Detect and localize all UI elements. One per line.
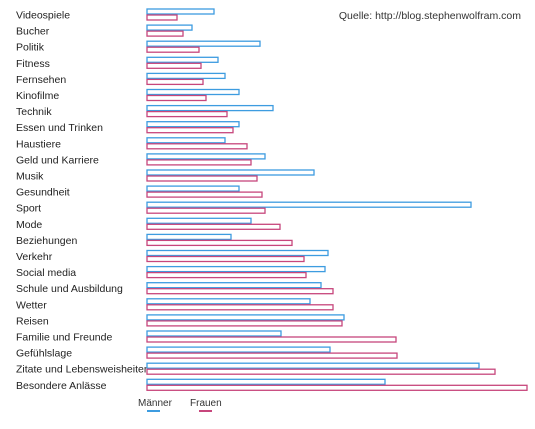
bar-maenner-besondere-anlaesse (146, 378, 386, 385)
bar-maenner-politik (146, 40, 261, 47)
category-label-gefuehlslage: Gefühlslage (16, 348, 72, 360)
category-label-familie-und-freunde: Familie und Freunde (16, 332, 112, 344)
bar-frauen-kinofilme (146, 94, 207, 102)
category-label-fernsehen: Fernsehen (16, 74, 66, 86)
bar-frauen-musik (146, 175, 258, 182)
bar-frauen-gefuehlslage (146, 352, 398, 359)
bar-maenner-schule-und-ausbildung (146, 282, 322, 289)
bar-maenner-videospiele (146, 8, 215, 15)
bar-maenner-reisen (146, 314, 345, 321)
bar-frauen-geld-und-karriere (146, 159, 252, 166)
category-label-beziehungen: Beziehungen (16, 235, 77, 247)
category-label-mode: Mode (16, 219, 42, 231)
bar-frauen-besondere-anlaesse (146, 384, 528, 391)
bar-frauen-haustiere (146, 143, 248, 150)
bar-maenner-musik (146, 169, 315, 176)
bar-maenner-zitate-und-lebensweisheiten (146, 362, 480, 369)
bar-maenner-sport (146, 201, 472, 208)
legend-label-maenner: Männer (138, 398, 173, 409)
bar-maenner-kinofilme (146, 88, 240, 96)
bar-maenner-fitness (146, 56, 219, 63)
category-label-essen-und-trinken: Essen und Trinken (16, 122, 103, 134)
bar-maenner-geld-und-karriere (146, 153, 266, 160)
category-label-technik: Technik (16, 106, 52, 118)
bar-maenner-beziehungen (146, 233, 232, 241)
bar-frauen-gesundheit (146, 191, 263, 198)
bar-maenner-gefuehlslage (146, 346, 331, 353)
bar-frauen-reisen (146, 320, 343, 327)
category-label-gesundheit: Gesundheit (16, 187, 70, 199)
bar-frauen-politik (146, 46, 200, 53)
category-label-kinofilme: Kinofilme (16, 90, 59, 102)
category-label-schule-und-ausbildung: Schule und Ausbildung (16, 283, 123, 295)
bar-frauen-bucher (146, 30, 184, 37)
category-label-bucher: Bucher (16, 26, 50, 38)
bar-frauen-wetter (146, 304, 334, 311)
category-label-geld-und-karriere: Geld und Karriere (16, 154, 99, 166)
bar-maenner-verkehr (146, 249, 329, 257)
legend: Männer Frauen (138, 398, 222, 412)
bar-frauen-verkehr (146, 255, 305, 263)
bar-maenner-mode (146, 217, 252, 224)
bar-frauen-essen-und-trinken (146, 127, 234, 134)
bar-frauen-fitness (146, 62, 202, 69)
category-label-politik: Politik (16, 42, 45, 54)
bar-frauen-mode (146, 223, 281, 230)
category-labels: Videospiele Bucher Politik Fitness Fernsehen… (16, 10, 150, 392)
bar-maenner-social-media (146, 265, 326, 273)
category-label-videospiele: Videospiele (16, 10, 70, 22)
bar-maenner-gesundheit (146, 185, 240, 192)
bar-maenner-fernsehen (146, 72, 226, 80)
category-label-haustiere: Haustiere (16, 138, 61, 150)
bar-frauen-videospiele (146, 14, 178, 21)
category-label-zitate-und-lebensweisheiten: Zitate und Lebensweisheiten (16, 364, 150, 376)
bar-maenner-wetter (146, 298, 311, 305)
bar-maenner-technik (146, 104, 274, 112)
bar-frauen-zitate-und-lebensweisheiten (146, 368, 496, 375)
bar-frauen-fernsehen (146, 78, 204, 86)
category-label-wetter: Wetter (16, 299, 47, 311)
category-label-musik: Musik (16, 171, 44, 183)
bar-maenner-bucher (146, 24, 193, 31)
category-label-social-media: Social media (16, 267, 76, 279)
bar-maenner-essen-und-trinken (146, 121, 240, 128)
bars (146, 8, 528, 391)
category-label-fitness: Fitness (16, 58, 50, 70)
source-note: Quelle: http://blog.stephenwolfram.com (339, 10, 521, 22)
bar-maenner-haustiere (146, 137, 226, 144)
bar-frauen-schule-und-ausbildung (146, 288, 334, 295)
category-label-besondere-anlaesse: Besondere Anlässe (16, 380, 107, 392)
bar-frauen-technik (146, 110, 228, 118)
bar-frauen-sport (146, 207, 266, 214)
bar-frauen-familie-und-freunde (146, 336, 397, 343)
category-label-reisen: Reisen (16, 315, 49, 327)
category-label-sport: Sport (16, 203, 41, 215)
category-label-verkehr: Verkehr (16, 251, 53, 263)
legend-label-frauen: Frauen (190, 398, 222, 409)
bar-frauen-beziehungen (146, 239, 293, 247)
bar-frauen-social-media (146, 271, 307, 279)
bar-maenner-familie-und-freunde (146, 330, 282, 337)
